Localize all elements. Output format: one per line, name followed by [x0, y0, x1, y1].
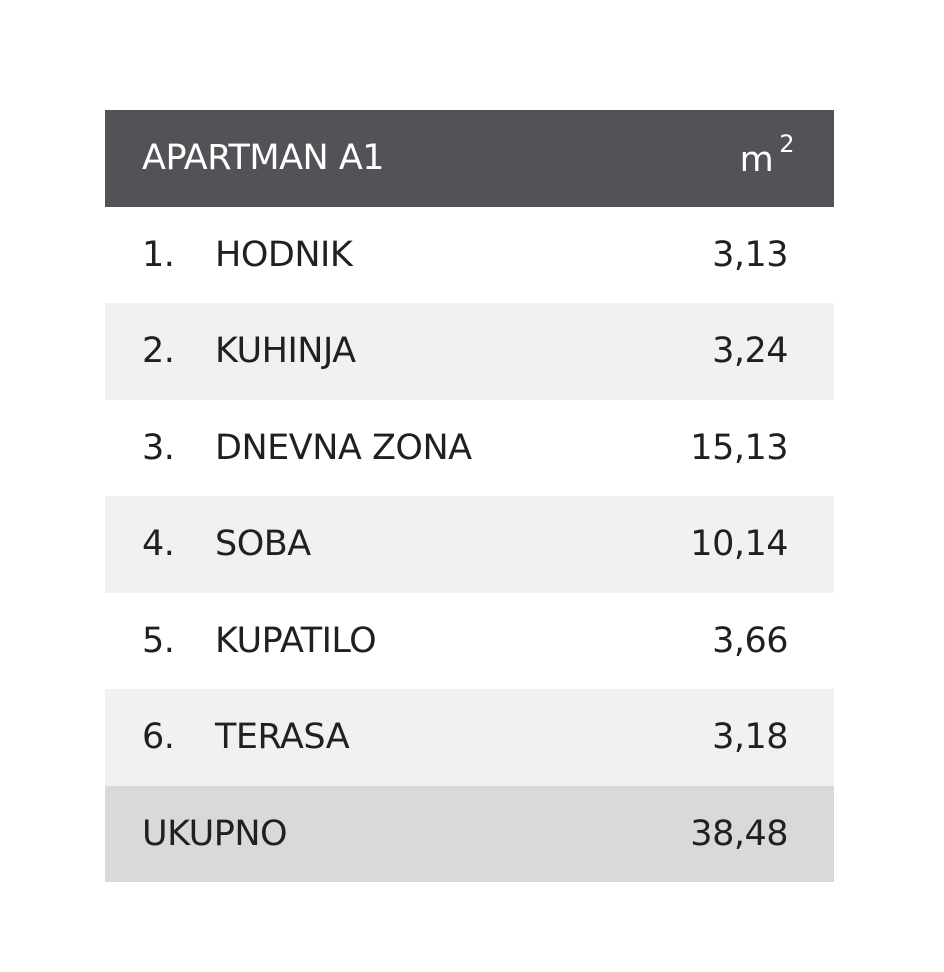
room-area: 3,13	[712, 234, 788, 275]
row-number: 2.	[142, 331, 175, 372]
row-number: 4.	[142, 524, 175, 565]
row-number: 3.	[142, 427, 175, 468]
table-row: 5. KUPATILO 3,66	[105, 592, 834, 689]
header-unit: m	[739, 140, 774, 181]
header-unit-exponent: 2	[779, 130, 794, 159]
total-row: UKUPNO 38,48	[105, 785, 834, 882]
table-row: 2. KUHINJA 3,24	[105, 303, 834, 400]
room-name: DNEVNA ZONA	[215, 427, 472, 468]
room-name: HODNIK	[215, 234, 353, 275]
room-name: TERASA	[215, 717, 350, 758]
total-value: 38,48	[690, 813, 788, 854]
room-name: SOBA	[215, 524, 311, 565]
row-number: 1.	[142, 234, 175, 275]
table-row: 6. TERASA 3,18	[105, 689, 834, 786]
row-number: 6.	[142, 717, 175, 758]
room-name: KUHINJA	[215, 331, 356, 372]
room-area: 3,66	[712, 620, 788, 661]
total-label: UKUPNO	[142, 813, 288, 854]
room-area: 3,18	[712, 717, 788, 758]
table-row: 1. HODNIK 3,13	[105, 206, 834, 303]
table-row: 3. DNEVNA ZONA 15,13	[105, 399, 834, 496]
row-number: 5.	[142, 620, 175, 661]
table-row: 4. SOBA 10,14	[105, 496, 834, 593]
header-title: APARTMAN A1	[142, 138, 385, 179]
room-area: 3,24	[712, 331, 788, 372]
room-name: KUPATILO	[215, 620, 377, 661]
room-area: 15,13	[690, 427, 788, 468]
room-area: 10,14	[690, 524, 788, 565]
